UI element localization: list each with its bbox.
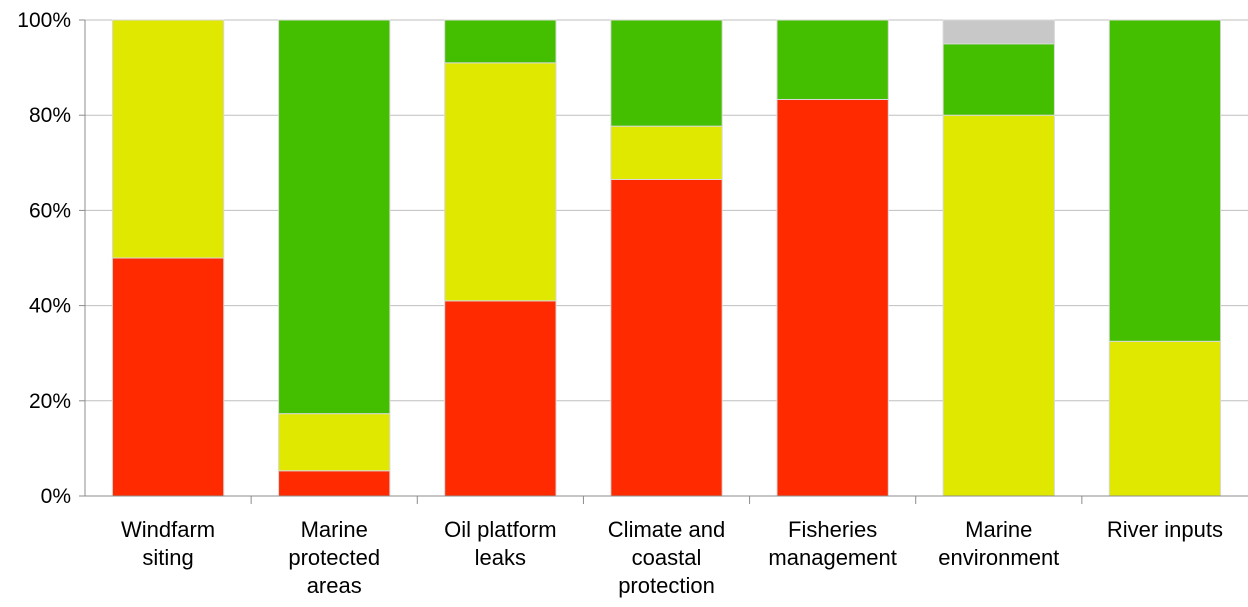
bar-segment [278, 413, 391, 472]
y-tick-label: 60% [29, 199, 71, 222]
bar-segment [610, 178, 723, 497]
y-tick-label: 20% [29, 390, 71, 413]
category-label: protection [618, 573, 715, 598]
bar-segment [610, 125, 723, 180]
bar-segment [776, 19, 889, 100]
category-label: management [768, 545, 896, 570]
category-label: leaks [475, 545, 526, 570]
category-label: River inputs [1107, 517, 1223, 542]
bar-segment [942, 43, 1055, 116]
bar-segment [1108, 19, 1222, 342]
bar-segment [942, 114, 1055, 497]
y-tick-labels: 0% 20% 40% 60% 80% 100% [17, 9, 71, 508]
bar-segment [776, 98, 889, 497]
bar-segment [111, 19, 225, 259]
category-label: Marine [301, 517, 368, 542]
y-tick-label: 0% [41, 485, 71, 508]
axes [79, 19, 1248, 504]
category-label: coastal [632, 545, 702, 570]
y-tick-label: 80% [29, 104, 71, 127]
bar-segment [444, 19, 557, 64]
y-tick-label: 40% [29, 295, 71, 318]
bar-segment [1108, 340, 1222, 497]
category-label: Marine [965, 517, 1032, 542]
bar-segment [444, 300, 557, 497]
bar-segments [111, 19, 1222, 497]
category-label: Oil platform [444, 517, 556, 542]
bar-segment [942, 19, 1055, 45]
bar-segment [111, 257, 225, 497]
category-label: siting [142, 545, 193, 570]
y-tick-label: 100% [17, 9, 71, 32]
category-label: Windfarm [121, 517, 215, 542]
bar-segment [278, 19, 391, 415]
category-label: areas [307, 573, 362, 598]
bar-segment [444, 62, 557, 302]
category-label: protected [288, 545, 380, 570]
bar-segment [610, 19, 723, 127]
category-label: environment [938, 545, 1059, 570]
category-labels: Windfarm siting Marine protected areas Oil pl… [121, 517, 1223, 598]
category-label: Fisheries [788, 517, 877, 542]
category-label: Climate and [608, 517, 725, 542]
bar-segment [278, 470, 391, 497]
